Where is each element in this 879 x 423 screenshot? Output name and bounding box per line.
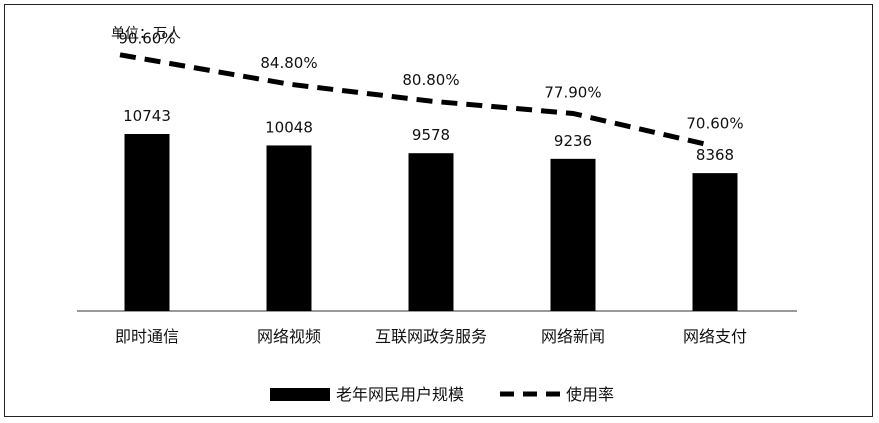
bar-value-label: 8368 — [696, 146, 734, 164]
bar-value-label: 10048 — [265, 118, 313, 136]
rate-value-label: 77.90% — [544, 83, 601, 101]
bar-value-labels: 10743 10048 9578 9236 8368 — [123, 107, 734, 164]
chart-frame — [4, 4, 873, 417]
category-label: 互联网政务服务 — [375, 327, 487, 346]
legend-bar-swatch — [270, 388, 330, 401]
legend-bar-label: 老年网民用户规模 — [336, 385, 464, 404]
category-label: 网络新闻 — [541, 327, 605, 346]
category-labels: 即时通信 网络视频 互联网政务服务 网络新闻 网络支付 — [115, 327, 747, 346]
bar — [408, 153, 454, 311]
bar-value-label: 9236 — [554, 132, 592, 150]
bar — [550, 158, 596, 311]
category-label: 网络支付 — [683, 327, 747, 346]
bar-value-label: 10743 — [123, 107, 171, 125]
legend-line-label: 使用率 — [566, 385, 614, 404]
rate-line — [119, 52, 708, 147]
category-label: 网络视频 — [257, 327, 321, 346]
rate-value-label: 70.60% — [686, 115, 743, 133]
rate-value-label: 90.60% — [118, 30, 175, 48]
rate-value-label: 84.80% — [260, 54, 317, 72]
bar-value-label: 9578 — [412, 126, 450, 144]
bar-series — [124, 134, 738, 311]
category-label: 即时通信 — [115, 327, 179, 346]
unit-label: 单位：万人 — [111, 26, 181, 42]
rate-value-label: 80.80% — [402, 71, 459, 89]
rate-value-labels: 90.60% 84.80% 80.80% 77.90% 70.60% — [118, 30, 743, 133]
bar — [692, 173, 738, 311]
bar — [124, 134, 170, 311]
bar — [266, 145, 312, 311]
legend: 老年网民用户规模 使用率 — [270, 385, 614, 404]
